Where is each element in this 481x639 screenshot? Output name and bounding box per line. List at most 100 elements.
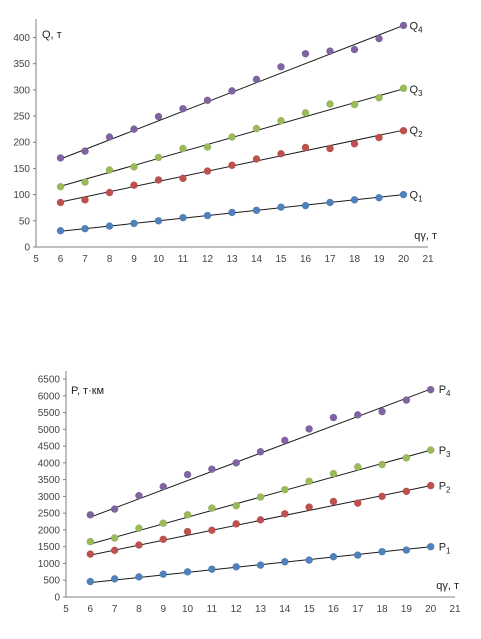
point-q4	[105, 133, 114, 141]
point-p4	[232, 458, 241, 467]
x-tick-label: 8	[136, 604, 142, 615]
x-tick-label: 18	[349, 254, 361, 265]
series-label-p2: P2	[439, 481, 451, 495]
point-p3	[232, 501, 241, 510]
point-q3	[203, 143, 212, 151]
series-label-q4: Q4	[410, 20, 424, 34]
x-tick-label: 7	[112, 604, 118, 615]
point-q2	[228, 161, 236, 170]
point-p4	[135, 491, 143, 500]
x-tick-label: 11	[207, 604, 218, 615]
y-tick-label: 1000	[38, 559, 61, 570]
point-q2	[252, 155, 261, 163]
x-tick-label: 15	[275, 254, 287, 265]
point-q4	[252, 75, 261, 84]
point-p2	[135, 541, 143, 549]
point-q4	[203, 96, 212, 105]
point-p3	[378, 460, 386, 469]
point-p4	[426, 385, 435, 394]
point-p2	[402, 487, 411, 496]
point-q3	[301, 109, 310, 117]
x-tick-label: 5	[33, 254, 39, 265]
point-p2	[86, 550, 95, 558]
point-q3	[105, 166, 114, 174]
y-tick-label: 5500	[38, 408, 61, 419]
point-q1	[375, 193, 383, 202]
x-tick-label: 9	[160, 604, 166, 615]
point-p1	[305, 556, 313, 564]
y-axis-label: P, т·км	[71, 385, 104, 397]
x-tick-label: 12	[231, 604, 243, 615]
point-q3	[252, 124, 261, 133]
point-p2	[183, 527, 192, 536]
point-p1	[402, 546, 411, 554]
point-q1	[130, 219, 138, 228]
point-p3	[280, 485, 289, 494]
point-p1	[110, 575, 119, 583]
point-p1	[86, 577, 95, 586]
point-q3	[228, 133, 236, 141]
point-q3	[326, 100, 334, 108]
point-q3	[154, 153, 163, 162]
y-tick-label: 0	[54, 593, 60, 604]
point-p3	[208, 504, 216, 512]
point-q3	[375, 93, 383, 102]
point-p1	[232, 562, 241, 571]
point-q1	[203, 211, 212, 220]
y-tick-label: 350	[13, 59, 30, 70]
series-label-p1: P1	[439, 542, 451, 556]
point-q3	[56, 182, 65, 191]
point-p2	[426, 481, 435, 490]
point-p2	[159, 535, 168, 544]
point-q1	[105, 222, 114, 230]
point-p1	[280, 557, 289, 566]
point-q1	[154, 216, 163, 225]
y-tick-label: 150	[13, 164, 30, 175]
point-q4	[81, 147, 89, 155]
x-tick-label: 10	[182, 604, 194, 615]
point-q4	[375, 34, 383, 43]
point-p2	[280, 509, 289, 518]
point-q1	[301, 201, 310, 210]
point-q2	[350, 139, 359, 148]
point-q2	[326, 144, 334, 153]
point-p2	[305, 503, 313, 511]
point-q3	[399, 84, 408, 93]
point-p4	[159, 482, 168, 491]
point-q3	[179, 144, 187, 153]
point-q4	[350, 45, 359, 54]
point-p2	[329, 497, 338, 506]
point-q1	[277, 203, 285, 212]
point-p4	[256, 447, 265, 456]
y-tick-label: 2000	[38, 525, 61, 536]
x-tick-label: 11	[178, 254, 189, 265]
point-p3	[426, 446, 435, 454]
x-tick-label: 5	[63, 604, 69, 615]
point-q1	[228, 208, 236, 217]
point-p4	[183, 470, 192, 479]
point-q4	[399, 21, 408, 30]
x-tick-label: 14	[251, 254, 263, 265]
x-tick-label: 13	[255, 604, 267, 615]
point-q3	[130, 163, 138, 171]
y-tick-label: 1500	[38, 542, 61, 553]
point-p2	[110, 546, 119, 555]
y-tick-label: 250	[13, 112, 30, 123]
point-q2	[179, 174, 187, 183]
point-p4	[378, 407, 386, 416]
x-tick-label: 13	[226, 254, 238, 265]
point-q4	[301, 49, 310, 58]
series-label-q3: Q3	[410, 84, 424, 98]
point-q4	[228, 87, 236, 95]
point-p1	[159, 570, 168, 579]
y-axis-label: Q, т	[42, 29, 62, 41]
point-p4	[402, 396, 411, 404]
x-tick-label: 6	[58, 254, 64, 265]
point-p1	[329, 552, 338, 561]
series-label-p4: P4	[439, 384, 451, 398]
point-q2	[105, 188, 114, 197]
point-p1	[378, 547, 386, 556]
y-tick-label: 300	[13, 85, 30, 96]
point-q4	[130, 125, 138, 133]
point-p2	[353, 499, 362, 507]
